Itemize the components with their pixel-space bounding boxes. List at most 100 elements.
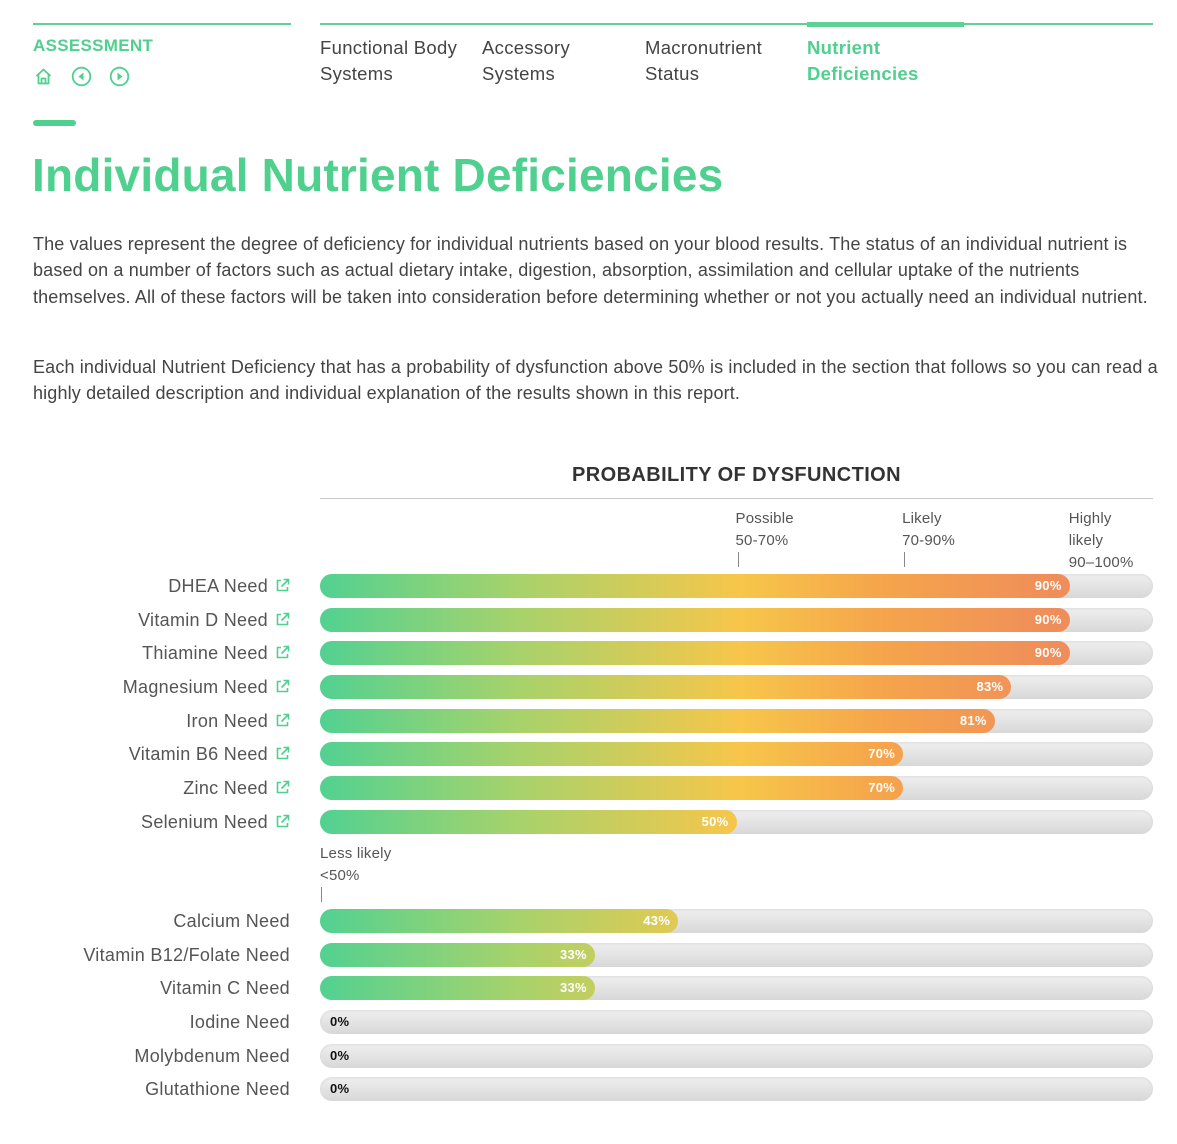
bar-label: Zinc Need [183, 778, 268, 798]
bar-track: 43% [320, 909, 1153, 933]
zone-range: <50% [320, 867, 360, 884]
bar [320, 776, 904, 800]
explanation-paragraph: Each individual Nutrient Deficiency that… [33, 357, 1158, 404]
zone-name: Highly [1068, 510, 1112, 527]
zone-name: Likely [902, 510, 942, 527]
bar [320, 810, 737, 834]
bar-label: Calcium Need [173, 911, 290, 931]
chart-title: PROBABILITY OF DYSFUNCTION [572, 464, 901, 486]
external-link-icon[interactable] [275, 679, 290, 694]
zone-label: Possible 50-70% [736, 508, 794, 552]
bar-label: Iron Need [186, 711, 268, 731]
bar-track: 33% [320, 943, 1153, 967]
bar-value-label: 90% [1034, 612, 1062, 627]
bar [320, 675, 1012, 699]
bar-track: 70% [320, 776, 1153, 800]
bar-track: 33% [320, 976, 1153, 1000]
header-rule-left [33, 23, 291, 25]
bar-label: Thiamine Need [142, 643, 268, 663]
external-link-icon[interactable] [275, 814, 290, 829]
tab-nutrient-deficiencies[interactable]: Nutrient Deficiencies [807, 35, 965, 87]
zone-label-less-likely: Less likely <50% [320, 843, 391, 887]
tab-label-line1: Macronutrient [645, 37, 763, 58]
page-title: Individual Nutrient Deficiencies [32, 149, 724, 201]
external-link-icon[interactable] [275, 713, 290, 728]
bar-value-label: 90% [1034, 578, 1062, 593]
bar-value-label: 90% [1034, 645, 1062, 660]
previous-icon[interactable] [71, 66, 92, 87]
home-icon[interactable] [33, 66, 54, 87]
title-accent-bar [33, 120, 76, 126]
bar-track: 0% [320, 1077, 1153, 1101]
zone-label: Highly likely 90–100% [1069, 508, 1134, 574]
zone-name: Less likely [320, 845, 392, 862]
zone-range: 90–100% [1068, 554, 1134, 571]
bar-value-label: 81% [959, 713, 987, 728]
zone-name: Possible [735, 510, 794, 527]
bar [320, 574, 1070, 598]
zone-tick [904, 552, 906, 567]
bar-value-label: 70% [868, 746, 896, 761]
zone-tick [737, 552, 739, 567]
tab-accessory-systems[interactable]: Accessory Systems [482, 35, 640, 87]
bar-track: 83% [320, 675, 1153, 699]
external-link-icon[interactable] [275, 578, 290, 593]
active-tab-indicator [807, 22, 964, 27]
header-rule-right [320, 23, 1153, 25]
bar-label: Vitamin D Need [138, 610, 268, 630]
bar [320, 641, 1070, 665]
next-icon[interactable] [109, 66, 130, 87]
zone-tick [321, 887, 322, 902]
bar-label: Magnesium Need [122, 677, 268, 697]
zone-name: likely [1068, 532, 1104, 549]
bar-label: Vitamin B6 Need [128, 744, 268, 764]
bar-track: 70% [320, 742, 1153, 766]
zone-label: Likely 70-90% [902, 508, 955, 552]
bar-label: Selenium Need [141, 812, 268, 832]
external-link-icon[interactable] [275, 612, 290, 627]
tab-label-line1: Nutrient [807, 37, 881, 58]
intro-paragraph: The values represent the degree of defic… [33, 234, 1148, 307]
section-label: ASSESSMENT [33, 36, 154, 55]
bar-value-label: 0% [330, 1014, 350, 1029]
chart-title-rule [320, 498, 1153, 499]
bar [320, 709, 995, 733]
tab-label-line1: Functional Body [320, 37, 458, 58]
bar-value-label: 0% [330, 1081, 350, 1096]
external-link-icon[interactable] [275, 780, 290, 795]
bar-value-label: 33% [559, 947, 587, 962]
bar-value-label: 43% [643, 913, 671, 928]
bar-label: Molybdenum Need [134, 1046, 290, 1066]
bar-label: Vitamin C Need [160, 978, 290, 998]
bar-value-label: 33% [559, 980, 587, 995]
tab-functional-body-systems[interactable]: Functional Body Systems [320, 35, 478, 87]
bar-value-label: 83% [976, 679, 1004, 694]
tab-label-line2: Status [645, 63, 700, 84]
bar-value-label: 0% [330, 1048, 350, 1063]
bar-track: 81% [320, 709, 1153, 733]
bar-value-label: 70% [868, 780, 896, 795]
bar-track: 0% [320, 1010, 1153, 1034]
zone-range: 70-90% [902, 532, 955, 549]
bar [320, 608, 1070, 632]
tab-label-line2: Systems [482, 63, 556, 84]
tab-macronutrient-status[interactable]: Macronutrient Status [645, 35, 803, 87]
external-link-icon[interactable] [275, 645, 290, 660]
bar-value-label: 50% [701, 814, 729, 829]
bar-label: Vitamin B12/Folate Need [83, 945, 290, 965]
bar-label: Glutathione Need [145, 1079, 290, 1099]
bar-track: 50% [320, 810, 1153, 834]
bar-track: 90% [320, 641, 1153, 665]
bar-label: DHEA Need [168, 576, 268, 596]
bar [320, 909, 679, 933]
bar-label: Iodine Need [189, 1012, 290, 1032]
bar-track: 0% [320, 1044, 1153, 1068]
tab-label-line2: Systems [320, 63, 394, 84]
bar [320, 943, 595, 967]
tab-label-line1: Accessory [482, 37, 571, 58]
bar [320, 976, 595, 1000]
nav-icon-group [33, 66, 130, 87]
external-link-icon[interactable] [275, 746, 290, 761]
tab-label-line2: Deficiencies [807, 63, 919, 84]
zone-range: 50-70% [735, 532, 789, 549]
